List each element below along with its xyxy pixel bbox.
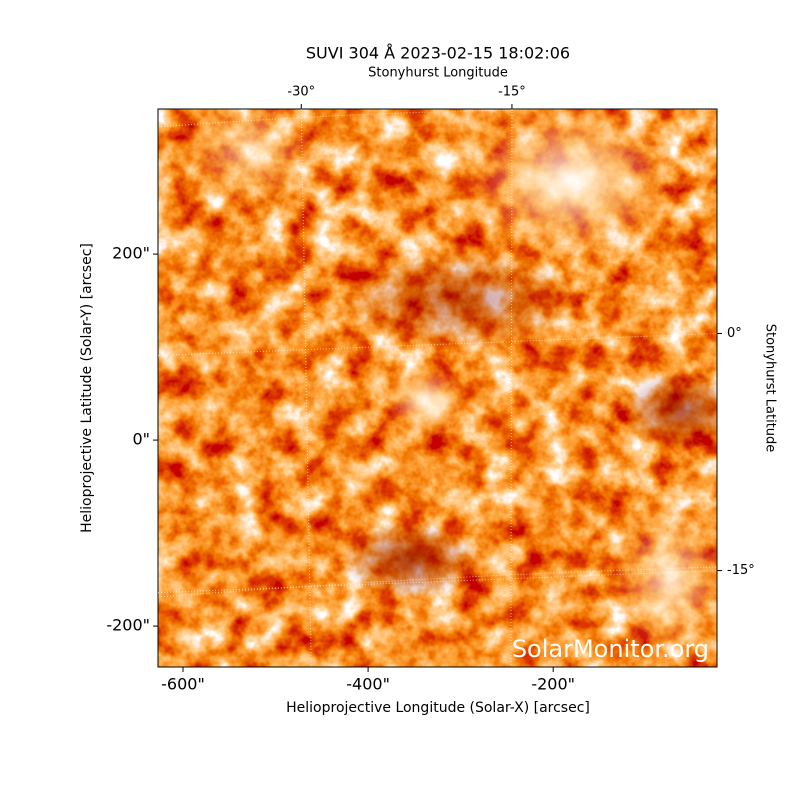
y2-axis-label: Stonyhurst Latitude (763, 324, 778, 453)
bright-region (385, 365, 465, 435)
dark-region (620, 370, 717, 450)
x-axis-label: Helioprojective Longitude (Solar-X) [arc… (286, 700, 590, 716)
x2-axis-label: Stonyhurst Longitude (368, 66, 508, 81)
y-tick-label: 200" (112, 244, 150, 263)
solar-image (158, 109, 717, 667)
y-axis-label: Helioprojective Latitude (Solar-Y) [arcs… (79, 243, 95, 533)
grid-line (300, 108, 312, 668)
active-region (460, 109, 680, 260)
grid-curve (158, 109, 717, 128)
y2-tick-label: 0° (727, 326, 742, 341)
grid-line (157, 332, 718, 356)
x-tick-label: -600" (161, 675, 205, 694)
dark-region (340, 520, 480, 600)
watermark: SolarMonitor.org (512, 635, 709, 663)
grid-line (510, 108, 513, 668)
x-tick-label: -200" (531, 675, 575, 694)
chart-title: SUVI 304 Å 2023-02-15 18:02:06 (306, 44, 570, 63)
bright-region (610, 500, 717, 660)
x-tick-label: -400" (346, 675, 390, 694)
grid-curve (158, 566, 717, 598)
y-tick-label: -200" (106, 616, 150, 635)
dark-region (340, 250, 580, 350)
y2-tick-label: -15° (727, 563, 755, 578)
grid-line (157, 570, 718, 594)
x2-tick-label: -30° (287, 85, 315, 100)
y-tick-label: 0" (132, 430, 150, 449)
x2-tick-label: -15° (498, 85, 526, 100)
bright-region (180, 109, 320, 210)
plot-frame (157, 108, 718, 668)
